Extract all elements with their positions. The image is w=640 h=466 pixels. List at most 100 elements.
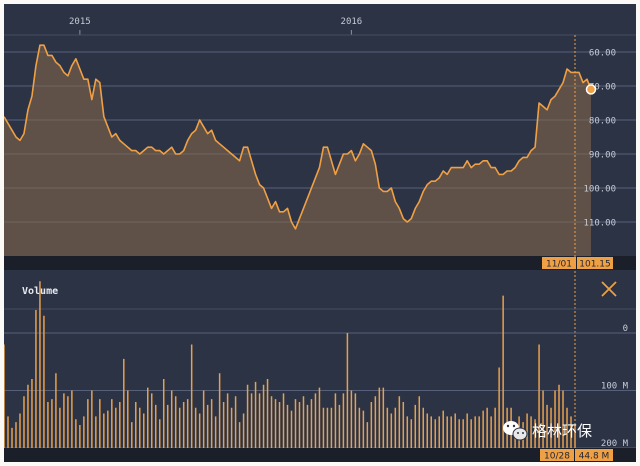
volume-bar (119, 402, 121, 448)
volume-bar (115, 407, 117, 448)
volume-bar (346, 333, 349, 448)
volume-bar (370, 402, 373, 448)
volume-bar (326, 407, 329, 448)
volume-bar (562, 390, 564, 448)
volume-bar (538, 344, 540, 448)
volume-bar (558, 384, 560, 448)
year-label-2015: 2015 (69, 17, 91, 27)
volume-bar (123, 358, 125, 449)
volume-bar (218, 373, 221, 448)
volume-bars (4, 281, 576, 449)
volume-bar (147, 387, 149, 449)
volume-bar (274, 399, 277, 449)
volume-bar (27, 384, 29, 448)
volume-bar (131, 422, 133, 449)
volume-bar (378, 387, 381, 449)
volume-bar (534, 419, 536, 448)
volume-bar (570, 416, 572, 449)
volume-bar (170, 390, 173, 448)
price-date-label: 11/01 (546, 260, 572, 270)
volume-bar (342, 393, 345, 449)
volume-bar (51, 399, 53, 449)
volume-bar (35, 310, 37, 448)
volume-bar (15, 422, 17, 449)
volume-bar (178, 407, 181, 448)
volume-bar (59, 407, 61, 448)
volume-bar (202, 390, 205, 448)
volume-bar (210, 399, 213, 449)
volume-bar (55, 373, 57, 448)
volume-value-label: 44.8 M (579, 452, 610, 462)
volume-bar (438, 416, 440, 449)
volume-bar (334, 393, 337, 449)
price-tick-label: 90.00 (589, 151, 616, 161)
volume-bar (4, 344, 5, 448)
volume-bar (474, 416, 476, 449)
volume-bar (526, 413, 528, 448)
volume-bar (270, 396, 273, 448)
volume-bar (494, 407, 496, 448)
price-tick-label: 100.00 (583, 185, 616, 195)
volume-bar (498, 367, 500, 448)
volume-bar (354, 393, 357, 449)
volume-bar (450, 416, 452, 449)
volume-bar (298, 402, 301, 448)
volume-bar (574, 425, 576, 448)
volume-bar (234, 396, 237, 448)
volume-bar (143, 413, 145, 448)
volume-bar (174, 396, 177, 448)
volume-value-badge (575, 449, 613, 461)
volume-bar (402, 402, 405, 448)
volume-bar (222, 402, 225, 448)
volume-bar (75, 419, 77, 448)
watermark: 格林环保 (503, 421, 592, 441)
stock-chart-panel: 2015 2016 110.00 100.00 90.00 80.00 70.00 60.0… (4, 4, 636, 462)
volume-bar (482, 410, 484, 449)
volume-bottom-band (4, 448, 636, 462)
volume-bar (414, 404, 417, 449)
volume-bar (322, 407, 325, 448)
volume-bar (250, 393, 253, 449)
volume-bar (350, 390, 353, 448)
volume-bar (410, 419, 413, 448)
volume-bar (7, 416, 9, 449)
price-bottom-band (4, 256, 636, 270)
volume-tick-label: 0 (623, 324, 628, 334)
volume-bar (47, 402, 49, 448)
price-tick-label: 70.00 (589, 83, 616, 93)
volume-bar (446, 416, 448, 449)
volume-bar (486, 407, 488, 448)
price-date-badge (542, 257, 576, 269)
volume-bar (139, 407, 141, 448)
chart-canvas: 2015 2016 110.00 100.00 90.00 80.00 70.00 60.0… (4, 17, 636, 462)
volume-bar (434, 419, 436, 448)
volume-bar (71, 390, 73, 448)
volume-bar (182, 402, 185, 448)
volume-bar (286, 404, 289, 449)
volume-bar (39, 281, 41, 448)
volume-bar (158, 419, 161, 448)
volume-bar (79, 425, 81, 448)
price-cursor-point[interactable] (585, 84, 597, 95)
volume-bar (254, 381, 257, 449)
price-tick-label: 80.00 (589, 117, 616, 127)
volume-bar (502, 295, 504, 449)
wechat-icon (503, 421, 528, 441)
close-x-icon[interactable] (598, 278, 620, 300)
volume-bar (358, 407, 361, 448)
volume-bar (406, 416, 409, 449)
volume-bar (462, 419, 464, 448)
volume-bar (150, 393, 153, 449)
volume-bar (282, 393, 285, 449)
price-tick-label: 110.00 (583, 219, 616, 229)
volume-bar (566, 407, 568, 448)
volume-bar (290, 410, 293, 449)
volume-bar (127, 390, 129, 448)
volume-bar (422, 407, 425, 448)
volume-bar (382, 387, 385, 449)
volume-y-axis: 200 M 100 M 0 (601, 324, 629, 449)
volume-bar (478, 416, 480, 449)
volume-bar (374, 396, 377, 448)
volume-bar (266, 379, 269, 448)
price-line (4, 44, 592, 230)
